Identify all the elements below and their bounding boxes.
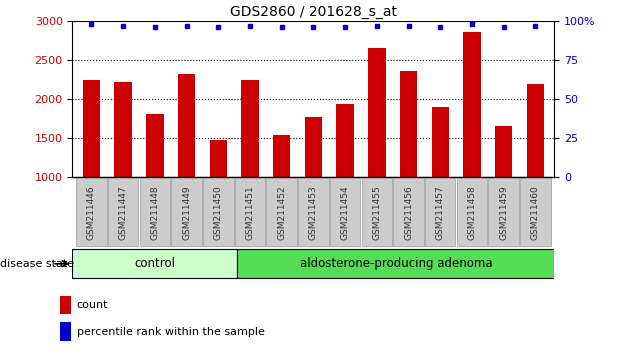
FancyBboxPatch shape bbox=[266, 178, 297, 246]
Bar bbox=[432, 107, 449, 177]
Text: GSM211454: GSM211454 bbox=[341, 185, 350, 240]
Bar bbox=[273, 135, 290, 177]
Bar bbox=[241, 80, 259, 177]
Text: count: count bbox=[77, 299, 108, 310]
FancyBboxPatch shape bbox=[72, 249, 238, 278]
Text: GSM211449: GSM211449 bbox=[182, 185, 191, 240]
Text: GSM211458: GSM211458 bbox=[467, 185, 476, 240]
FancyBboxPatch shape bbox=[488, 178, 519, 246]
Text: disease state: disease state bbox=[0, 259, 74, 269]
FancyBboxPatch shape bbox=[330, 178, 360, 246]
Bar bbox=[146, 114, 164, 177]
Text: percentile rank within the sample: percentile rank within the sample bbox=[77, 327, 265, 337]
Bar bbox=[527, 84, 544, 177]
Text: GSM211447: GSM211447 bbox=[118, 185, 128, 240]
Bar bbox=[495, 126, 512, 177]
Text: GSM211455: GSM211455 bbox=[372, 185, 381, 240]
Bar bbox=[210, 140, 227, 177]
Bar bbox=[305, 117, 322, 177]
Text: GSM211457: GSM211457 bbox=[436, 185, 445, 240]
Text: GSM211460: GSM211460 bbox=[531, 185, 540, 240]
Text: GSM211446: GSM211446 bbox=[87, 185, 96, 240]
Text: control: control bbox=[134, 257, 175, 270]
Text: GSM211459: GSM211459 bbox=[499, 185, 508, 240]
FancyBboxPatch shape bbox=[457, 178, 487, 246]
FancyBboxPatch shape bbox=[108, 178, 139, 246]
Bar bbox=[83, 80, 100, 177]
FancyBboxPatch shape bbox=[362, 178, 392, 246]
FancyBboxPatch shape bbox=[235, 178, 265, 246]
FancyBboxPatch shape bbox=[520, 178, 551, 246]
FancyBboxPatch shape bbox=[140, 178, 170, 246]
FancyBboxPatch shape bbox=[238, 249, 554, 278]
Bar bbox=[400, 71, 417, 177]
Bar bbox=[368, 48, 386, 177]
Bar bbox=[178, 74, 195, 177]
FancyBboxPatch shape bbox=[76, 178, 106, 246]
Text: GSM211456: GSM211456 bbox=[404, 185, 413, 240]
FancyBboxPatch shape bbox=[171, 178, 202, 246]
Bar bbox=[60, 296, 71, 314]
Text: aldosterone-producing adenoma: aldosterone-producing adenoma bbox=[299, 257, 492, 270]
Text: GSM211448: GSM211448 bbox=[151, 185, 159, 240]
FancyBboxPatch shape bbox=[203, 178, 234, 246]
Bar bbox=[463, 32, 481, 177]
FancyBboxPatch shape bbox=[425, 178, 455, 246]
Bar bbox=[336, 104, 354, 177]
Text: GSM211451: GSM211451 bbox=[246, 185, 255, 240]
Bar bbox=[60, 322, 71, 341]
FancyBboxPatch shape bbox=[298, 178, 329, 246]
FancyBboxPatch shape bbox=[393, 178, 424, 246]
Bar bbox=[115, 82, 132, 177]
Title: GDS2860 / 201628_s_at: GDS2860 / 201628_s_at bbox=[230, 5, 397, 19]
Text: GSM211452: GSM211452 bbox=[277, 185, 286, 240]
Text: GSM211450: GSM211450 bbox=[214, 185, 223, 240]
Text: GSM211453: GSM211453 bbox=[309, 185, 318, 240]
